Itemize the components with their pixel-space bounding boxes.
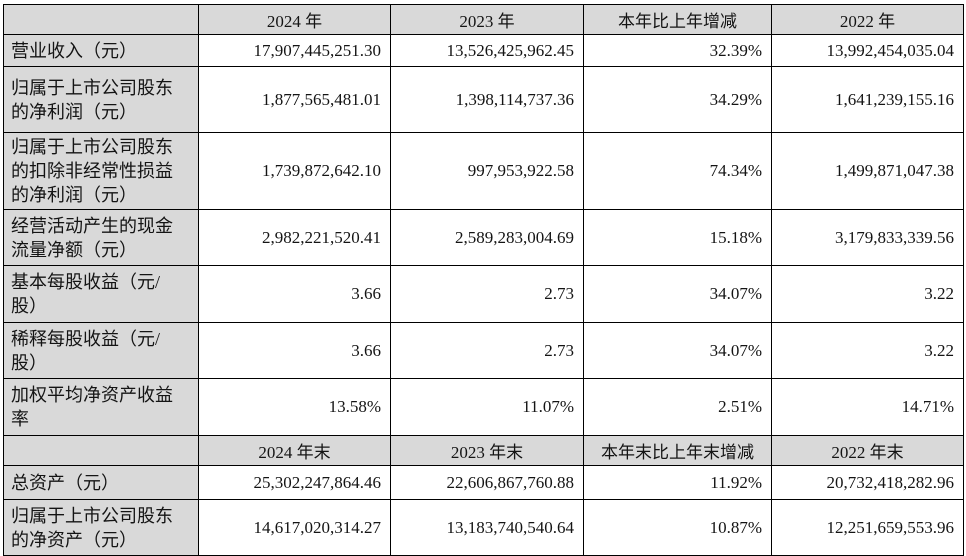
table-header-year-end: 2024 年末 2023 年末 本年末比上年末增减 2022 年末 xyxy=(3,435,964,466)
value-change: 74.34% xyxy=(583,132,772,210)
table-row-net-assets: 归属于上市公司股东的净资产（元） 14,617,020,314.27 13,18… xyxy=(3,499,964,556)
table-row-diluted-eps: 稀释每股收益（元/股） 3.66 2.73 34.07% 3.22 xyxy=(3,322,964,379)
value-2022: 20,732,418,282.96 xyxy=(771,465,964,500)
value-2023: 1,398,114,737.36 xyxy=(390,66,584,133)
table-row-basic-eps: 基本每股收益（元/股） 3.66 2.73 34.07% 3.22 xyxy=(3,265,964,323)
value-change: 34.07% xyxy=(583,265,772,323)
table-row-weighted-avg-roe: 加权平均净资产收益率 13.58% 11.07% 2.51% 14.71% xyxy=(3,378,964,436)
value-2023: 22,606,867,760.88 xyxy=(390,465,584,500)
row-label: 总资产（元） xyxy=(3,465,199,500)
row-label: 基本每股收益（元/股） xyxy=(3,265,199,323)
value-2023: 997,953,922.58 xyxy=(390,132,584,210)
value-2024: 14,617,020,314.27 xyxy=(198,499,391,556)
row-label: 营业收入（元） xyxy=(3,34,199,67)
header-2022: 2022 年 xyxy=(771,4,964,35)
value-2024: 3.66 xyxy=(198,322,391,379)
header-2024: 2024 年 xyxy=(198,4,391,35)
value-2023: 2.73 xyxy=(390,265,584,323)
value-2024: 17,907,445,251.30 xyxy=(198,34,391,67)
table-header-annual: 2024 年 2023 年 本年比上年增减 2022 年 xyxy=(3,4,964,35)
table-row-net-profit: 归属于上市公司股东的净利润（元） 1,877,565,481.01 1,398,… xyxy=(3,66,964,133)
value-change: 32.39% xyxy=(583,34,772,67)
row-label: 归属于上市公司股东的净利润（元） xyxy=(3,66,199,133)
value-2022: 12,251,659,553.96 xyxy=(771,499,964,556)
value-2022: 1,499,871,047.38 xyxy=(771,132,964,210)
value-2024: 3.66 xyxy=(198,265,391,323)
header-blank-cell xyxy=(3,4,199,35)
value-change: 34.29% xyxy=(583,66,772,133)
row-label: 稀释每股收益（元/股） xyxy=(3,322,199,379)
header-2024-end: 2024 年末 xyxy=(198,435,391,466)
row-label: 加权平均净资产收益率 xyxy=(3,378,199,436)
table-row-operating-cash-flow: 经营活动产生的现金流量净额（元） 2,982,221,520.41 2,589,… xyxy=(3,209,964,266)
value-2022: 1,641,239,155.16 xyxy=(771,66,964,133)
value-2023: 2,589,283,004.69 xyxy=(390,209,584,266)
value-2022: 3.22 xyxy=(771,322,964,379)
financial-summary-table: 2024 年 2023 年 本年比上年增减 2022 年 营业收入（元） 17,… xyxy=(3,4,964,556)
table-row-net-profit-excl-nonrecurring: 归属于上市公司股东的扣除非经常性损益的净利润（元） 1,739,872,642.… xyxy=(3,132,964,210)
header-2023: 2023 年 xyxy=(390,4,584,35)
value-2023: 13,183,740,540.64 xyxy=(390,499,584,556)
value-2022: 13,992,454,035.04 xyxy=(771,34,964,67)
value-change: 10.87% xyxy=(583,499,772,556)
header-blank-cell xyxy=(3,435,199,466)
table-row-revenue: 营业收入（元） 17,907,445,251.30 13,526,425,962… xyxy=(3,34,964,67)
value-2024: 13.58% xyxy=(198,378,391,436)
value-2024: 2,982,221,520.41 xyxy=(198,209,391,266)
row-label: 归属于上市公司股东的净资产（元） xyxy=(3,499,199,556)
value-change: 15.18% xyxy=(583,209,772,266)
row-label: 经营活动产生的现金流量净额（元） xyxy=(3,209,199,266)
header-yoy-change: 本年比上年增减 xyxy=(583,4,772,35)
header-2022-end: 2022 年末 xyxy=(771,435,964,466)
value-change: 11.92% xyxy=(583,465,772,500)
value-2022: 3,179,833,339.56 xyxy=(771,209,964,266)
value-2023: 13,526,425,962.45 xyxy=(390,34,584,67)
header-year-end-change: 本年末比上年末增减 xyxy=(583,435,772,466)
row-label: 归属于上市公司股东的扣除非经常性损益的净利润（元） xyxy=(3,132,199,210)
table-row-total-assets: 总资产（元） 25,302,247,864.46 22,606,867,760.… xyxy=(3,465,964,500)
value-change: 34.07% xyxy=(583,322,772,379)
value-2023: 11.07% xyxy=(390,378,584,436)
value-2022: 3.22 xyxy=(771,265,964,323)
value-2024: 1,877,565,481.01 xyxy=(198,66,391,133)
value-2022: 14.71% xyxy=(771,378,964,436)
value-change: 2.51% xyxy=(583,378,772,436)
value-2024: 25,302,247,864.46 xyxy=(198,465,391,500)
value-2023: 2.73 xyxy=(390,322,584,379)
value-2024: 1,739,872,642.10 xyxy=(198,132,391,210)
header-2023-end: 2023 年末 xyxy=(390,435,584,466)
